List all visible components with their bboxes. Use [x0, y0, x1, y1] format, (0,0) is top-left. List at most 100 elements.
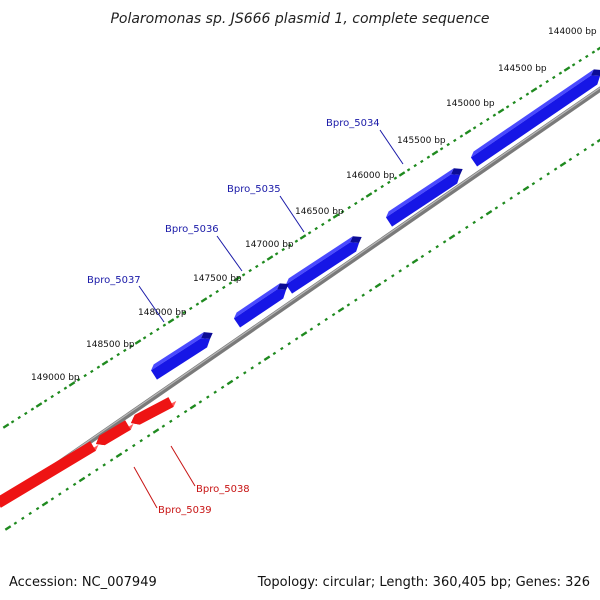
outer-tick [446, 142, 450, 147]
outer-tick [294, 239, 299, 243]
inner-tick [374, 282, 382, 289]
inner-tick [109, 458, 114, 462]
inner-tick [479, 215, 484, 220]
outer-tick [17, 415, 21, 420]
forward-gene-bar[interactable] [151, 332, 213, 380]
bp-label: 144000 bp [548, 27, 597, 37]
forward-gene-bar[interactable] [385, 168, 463, 227]
outer-tick [525, 92, 530, 96]
outer-tick [123, 348, 127, 353]
inner-tick [420, 254, 425, 259]
inner-tick [115, 452, 123, 459]
bp-label: 148000 bp [138, 308, 187, 318]
inner-tick [472, 220, 476, 225]
outer-tick [464, 129, 472, 135]
outer-tick [360, 197, 365, 201]
outer-tick [274, 252, 279, 256]
outer-tick [281, 247, 285, 252]
reverse-gene-bar[interactable] [96, 420, 134, 446]
outer-tick [175, 315, 180, 319]
gene-bar-face [233, 289, 286, 328]
outer-tick [519, 96, 523, 101]
outer-tick [505, 105, 510, 109]
inner-tick [176, 414, 180, 419]
inner-tick [263, 355, 271, 362]
outer-tick [266, 255, 274, 261]
forward-gene-bar[interactable] [285, 236, 362, 294]
outer-tick [439, 147, 444, 151]
outer-tick [340, 210, 345, 214]
inner-tick [509, 196, 513, 200]
gene-bar-tip [277, 283, 289, 290]
inner-tick [405, 264, 410, 268]
outer-tick [321, 222, 325, 227]
outer-tick [512, 100, 516, 105]
inner-tick [590, 143, 595, 147]
outer-tick [248, 268, 252, 273]
gene-label[interactable]: Bpro_5037 [87, 275, 141, 286]
outer-tick [365, 192, 373, 198]
outer-tick [57, 390, 61, 395]
outer-tick [585, 54, 589, 59]
outer-tick [578, 58, 582, 63]
outer-tick [486, 117, 490, 122]
map-title: Polaromonas sp. JS666 plasmid 1, complet… [110, 11, 489, 27]
gene-bar-top [151, 332, 204, 371]
gene-label[interactable]: Bpro_5035 [227, 184, 281, 195]
inner-tick [300, 331, 308, 337]
gene-leader-line [216, 235, 243, 272]
inner-tick [169, 419, 173, 423]
outer-tick [241, 273, 246, 277]
bp-label: 149000 bp [31, 373, 80, 383]
outer-tick [406, 168, 411, 172]
outer-tick [116, 352, 120, 357]
outer-tick [545, 79, 549, 84]
inner-tick [583, 148, 587, 152]
reverse-gene-bar[interactable] [131, 397, 177, 425]
inner-tick [346, 303, 351, 307]
inner-tick [485, 209, 493, 216]
gene-label[interactable]: Bpro_5038 [196, 484, 250, 495]
gene-leader-line [170, 445, 196, 487]
outer-tick [101, 360, 109, 366]
bp-label: 146500 bp [295, 207, 344, 217]
outer-tick [255, 264, 259, 269]
inner-tick [522, 185, 530, 192]
inner-tick [391, 274, 395, 278]
inner-tick [553, 167, 558, 171]
inner-tick [502, 201, 506, 205]
inner-tick [309, 327, 314, 331]
outer-tick [228, 281, 233, 285]
inner-tick [95, 468, 99, 472]
outer-tick [90, 369, 94, 374]
gene-label[interactable]: Bpro_5036 [165, 224, 219, 235]
outer-tick [96, 365, 101, 369]
inner-tick [317, 322, 321, 326]
inner-tick [559, 161, 567, 168]
bp-ruler: 144000 bp 144500 bp 145000 bp 145500 bp 1460… [31, 27, 597, 383]
outer-tick [76, 378, 81, 382]
inner-tick [442, 240, 447, 244]
inner-tick [411, 258, 419, 265]
accession-text: Accession: NC_007949 [9, 575, 157, 590]
inner-tick [146, 434, 151, 438]
reverse-gene-bar[interactable] [0, 441, 99, 508]
inner-tick [13, 521, 18, 525]
inner-tick [161, 424, 166, 428]
outer-tick [208, 294, 213, 298]
outer-tick [63, 386, 68, 390]
inner-tick [435, 245, 439, 249]
inner-tick [206, 395, 210, 399]
topology-summary: Topology: circular; Length: 360,405 bp; … [257, 575, 590, 590]
outer-tick [129, 344, 134, 348]
inner-tick [398, 269, 402, 273]
gene-label[interactable]: Bpro_5039 [158, 505, 212, 516]
forward-gene-bar[interactable] [470, 69, 600, 167]
inner-tick [568, 157, 573, 162]
outer-tick [497, 108, 505, 114]
forward-gene-bar[interactable] [233, 283, 289, 328]
inner-tick [152, 428, 160, 434]
outer-tick [50, 394, 54, 399]
outer-tick [156, 327, 160, 332]
gene-label[interactable]: Bpro_5034 [326, 118, 380, 129]
